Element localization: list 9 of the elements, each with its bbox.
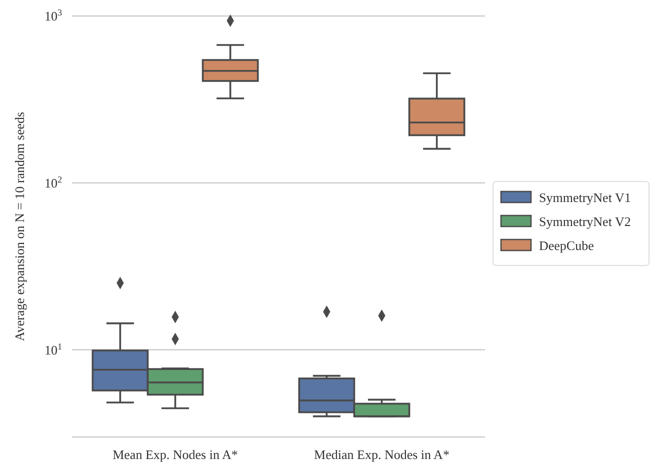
x-tick-label: Mean Exp. Nodes in A* bbox=[112, 447, 238, 462]
y-tick-label: 10$^{3}$ bbox=[44, 8, 62, 24]
y-axis-title: Average expansion on N = 10 random seeds bbox=[12, 112, 27, 342]
legend-label: DeepCube bbox=[539, 238, 594, 254]
legend-label: SymmetryNet V2 bbox=[539, 214, 631, 230]
y-tick-label: 10$^{1}$ bbox=[44, 341, 62, 358]
x-tick-label: Median Exp. Nodes in A* bbox=[314, 447, 450, 462]
legend-label: SymmetryNet V1 bbox=[539, 190, 631, 206]
y-tick-label: 10$^{2}$ bbox=[44, 174, 62, 190]
